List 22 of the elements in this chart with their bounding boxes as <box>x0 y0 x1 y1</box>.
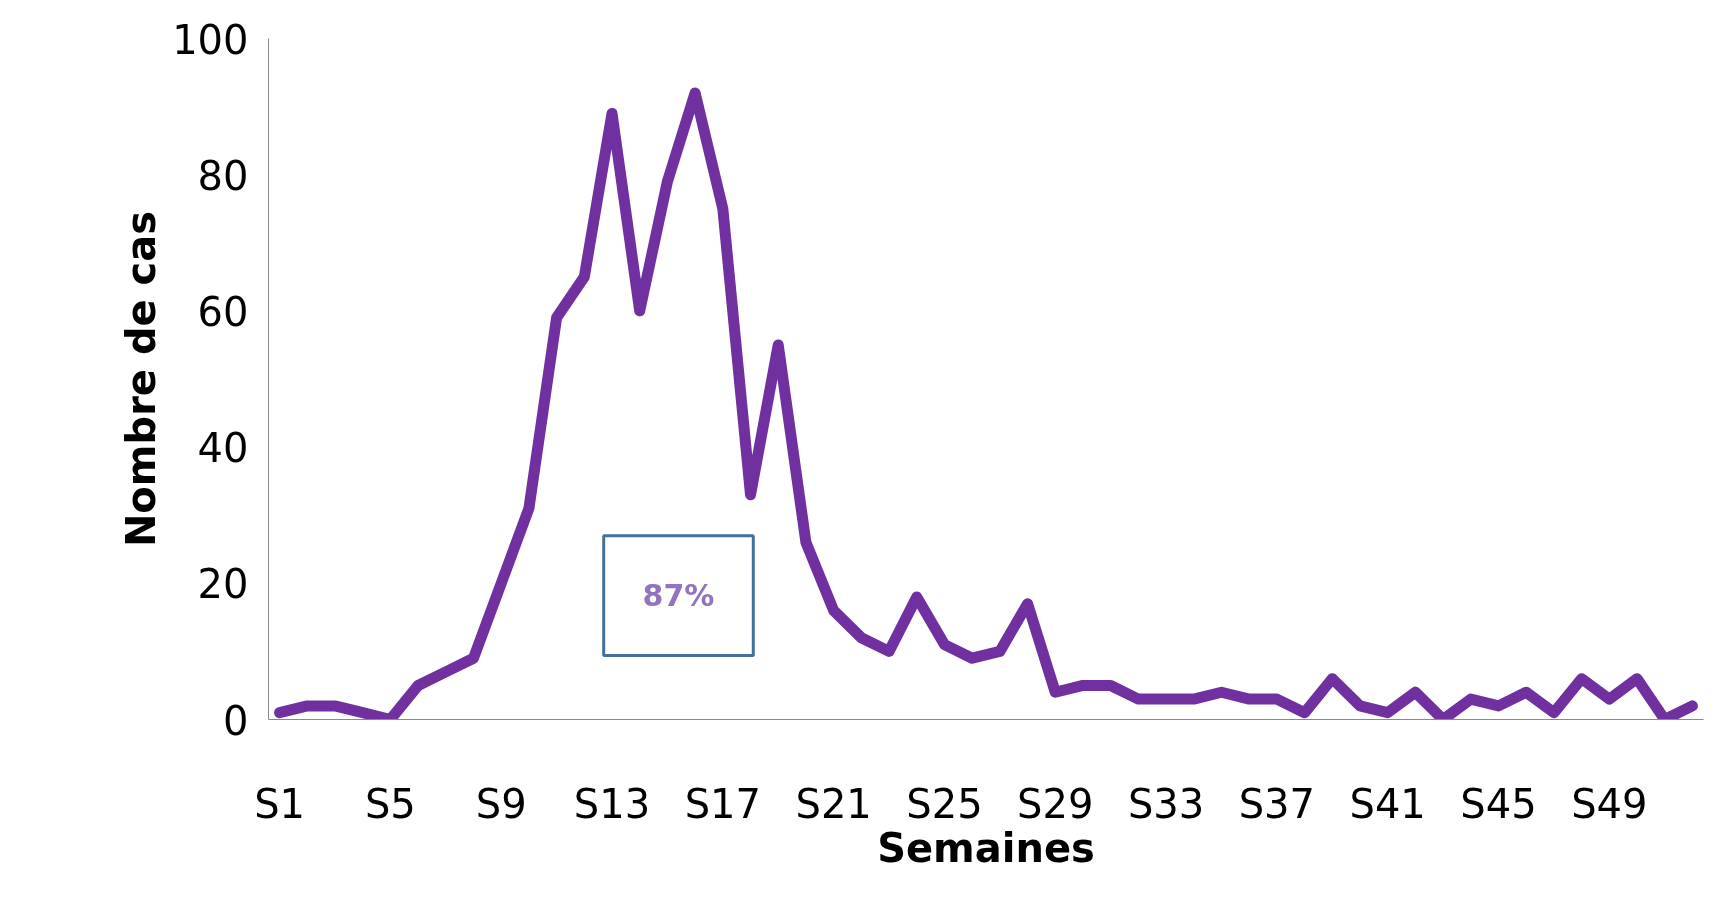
y-tick-label: 0 <box>223 697 249 744</box>
y-tick-label: 20 <box>197 561 249 608</box>
x-tick-label: S29 <box>1017 780 1094 827</box>
x-axis-title: Semaines <box>877 824 1095 871</box>
y-tick-label: 60 <box>197 288 249 335</box>
x-tick-label: S9 <box>475 780 527 827</box>
y-tick-label: 80 <box>197 152 249 199</box>
y-tick-label: 100 <box>172 16 249 63</box>
y-axis-title: Nombre de cas <box>118 210 165 548</box>
x-tick-label: S13 <box>573 780 651 827</box>
x-tick-label: S37 <box>1238 780 1316 827</box>
x-tick-label: S21 <box>795 780 872 827</box>
x-tick-label: S49 <box>1571 780 1648 827</box>
x-tick-label: S45 <box>1460 780 1537 827</box>
y-tick-label: 40 <box>197 425 249 472</box>
annotation: 87% <box>642 578 715 614</box>
x-tick-label: S5 <box>364 780 416 827</box>
x-tick-label: S17 <box>684 780 761 827</box>
x-tick-label: S41 <box>1349 780 1426 827</box>
x-tick-label: S33 <box>1127 780 1205 827</box>
x-tick-label: S1 <box>254 780 305 827</box>
x-tick-label: S25 <box>906 780 983 827</box>
